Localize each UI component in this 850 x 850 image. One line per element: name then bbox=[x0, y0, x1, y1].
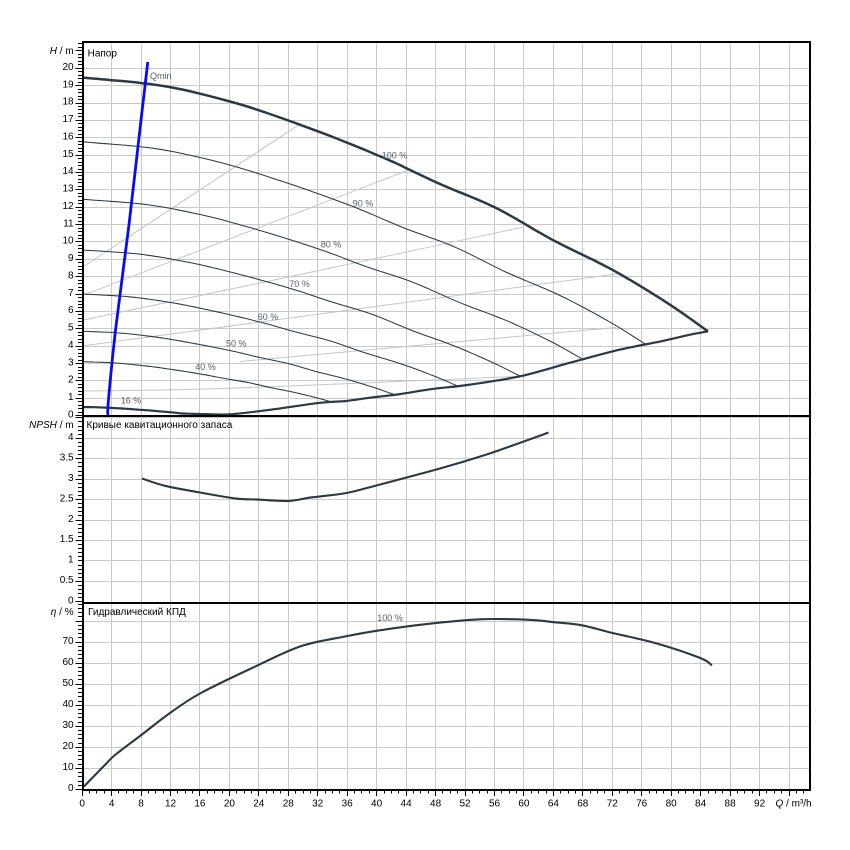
svg-text:20: 20 bbox=[62, 62, 74, 73]
svg-text:20: 20 bbox=[62, 741, 74, 752]
svg-text:76: 76 bbox=[636, 798, 648, 809]
svg-text:28: 28 bbox=[283, 798, 295, 809]
svg-text:84: 84 bbox=[695, 798, 707, 809]
svg-text:16: 16 bbox=[194, 798, 206, 809]
svg-text:16: 16 bbox=[62, 132, 74, 143]
svg-text:1.5: 1.5 bbox=[60, 534, 74, 545]
svg-text:H / m: H / m bbox=[50, 46, 74, 57]
svg-text:19: 19 bbox=[62, 79, 74, 90]
svg-text:Кривые кавитационного запаса: Кривые кавитационного запаса bbox=[87, 420, 233, 431]
svg-text:50: 50 bbox=[62, 678, 74, 689]
svg-text:2.5: 2.5 bbox=[60, 493, 74, 504]
svg-text:90 %: 90 % bbox=[353, 199, 374, 209]
svg-text:100 %: 100 % bbox=[377, 613, 403, 623]
svg-text:92: 92 bbox=[754, 798, 766, 809]
svg-text:68: 68 bbox=[577, 798, 589, 809]
svg-text:3: 3 bbox=[68, 357, 74, 368]
svg-text:1: 1 bbox=[68, 555, 74, 566]
svg-text:16 %: 16 % bbox=[121, 396, 142, 406]
svg-text:15: 15 bbox=[62, 149, 74, 160]
svg-text:0: 0 bbox=[79, 798, 85, 809]
svg-text:14: 14 bbox=[62, 166, 74, 177]
svg-text:13: 13 bbox=[62, 184, 74, 195]
svg-text:0.5: 0.5 bbox=[60, 575, 74, 586]
svg-text:60 %: 60 % bbox=[258, 312, 279, 322]
svg-text:8: 8 bbox=[138, 798, 144, 809]
svg-text:32: 32 bbox=[312, 798, 324, 809]
svg-text:10: 10 bbox=[62, 236, 74, 247]
svg-text:6: 6 bbox=[68, 305, 74, 316]
svg-text:40 %: 40 % bbox=[195, 362, 216, 372]
svg-text:10: 10 bbox=[62, 762, 74, 773]
svg-text:40: 40 bbox=[371, 798, 383, 809]
svg-text:52: 52 bbox=[459, 798, 471, 809]
svg-text:9: 9 bbox=[68, 253, 74, 264]
svg-text:100 %: 100 % bbox=[382, 151, 408, 161]
svg-text:Qmin: Qmin bbox=[150, 71, 172, 81]
svg-text:12: 12 bbox=[62, 201, 74, 212]
svg-text:4: 4 bbox=[68, 432, 74, 443]
svg-text:Q / m³/h: Q / m³/h bbox=[776, 798, 812, 809]
svg-text:20: 20 bbox=[224, 798, 236, 809]
svg-text:40: 40 bbox=[62, 699, 74, 710]
svg-text:30: 30 bbox=[62, 720, 74, 731]
svg-text:0: 0 bbox=[68, 596, 74, 607]
svg-text:50 %: 50 % bbox=[226, 339, 247, 349]
svg-text:η / %: η / % bbox=[51, 607, 74, 618]
svg-text:3.5: 3.5 bbox=[60, 452, 74, 463]
svg-text:64: 64 bbox=[548, 798, 560, 809]
svg-text:2: 2 bbox=[68, 375, 74, 386]
svg-text:NPSH / m: NPSH / m bbox=[29, 420, 73, 431]
svg-text:88: 88 bbox=[725, 798, 737, 809]
svg-text:60: 60 bbox=[518, 798, 530, 809]
svg-text:3: 3 bbox=[68, 473, 74, 484]
svg-text:Напор: Напор bbox=[88, 49, 118, 60]
svg-text:7: 7 bbox=[68, 288, 74, 299]
svg-text:60: 60 bbox=[62, 657, 74, 668]
svg-text:0: 0 bbox=[68, 409, 74, 420]
svg-text:70: 70 bbox=[62, 636, 74, 647]
svg-text:17: 17 bbox=[62, 114, 74, 125]
svg-text:24: 24 bbox=[253, 798, 265, 809]
svg-text:11: 11 bbox=[63, 218, 74, 229]
svg-text:5: 5 bbox=[68, 323, 74, 334]
svg-text:12: 12 bbox=[165, 798, 177, 809]
svg-text:2: 2 bbox=[68, 514, 74, 525]
svg-text:1: 1 bbox=[68, 392, 74, 403]
svg-text:36: 36 bbox=[342, 798, 354, 809]
svg-text:48: 48 bbox=[430, 798, 442, 809]
svg-text:4: 4 bbox=[109, 798, 115, 809]
svg-text:44: 44 bbox=[401, 798, 413, 809]
svg-text:8: 8 bbox=[68, 270, 74, 281]
svg-text:56: 56 bbox=[489, 798, 501, 809]
svg-text:Гидравлический КПД: Гидравлический КПД bbox=[88, 607, 186, 618]
svg-text:72: 72 bbox=[607, 798, 619, 809]
svg-text:80 %: 80 % bbox=[321, 240, 342, 250]
svg-text:70 %: 70 % bbox=[289, 279, 310, 289]
svg-text:80: 80 bbox=[666, 798, 678, 809]
svg-text:18: 18 bbox=[62, 97, 74, 108]
svg-text:0: 0 bbox=[68, 783, 74, 794]
svg-text:4: 4 bbox=[68, 340, 74, 351]
